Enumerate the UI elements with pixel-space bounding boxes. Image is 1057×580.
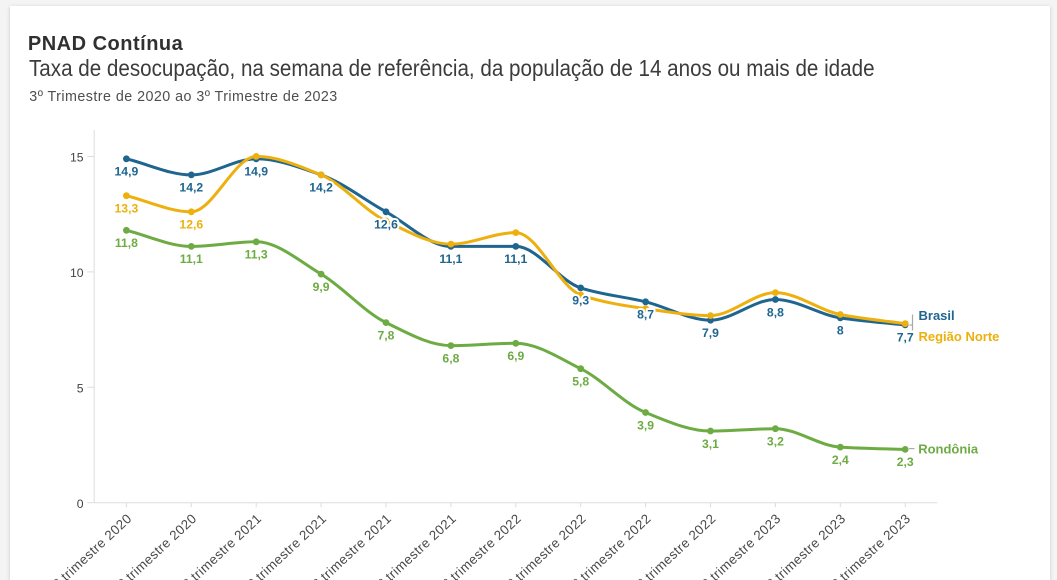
svg-text:Rondônia: Rondônia bbox=[918, 442, 979, 457]
svg-text:14,2: 14,2 bbox=[179, 181, 203, 195]
svg-text:6,8: 6,8 bbox=[442, 351, 459, 365]
svg-text:13,3: 13,3 bbox=[115, 202, 139, 216]
svg-text:6,9: 6,9 bbox=[507, 349, 524, 363]
svg-text:8: 8 bbox=[837, 324, 844, 338]
svg-text:15: 15 bbox=[70, 151, 84, 165]
svg-text:8,7: 8,7 bbox=[637, 308, 654, 322]
svg-text:14,2: 14,2 bbox=[309, 181, 333, 195]
svg-text:12,6: 12,6 bbox=[179, 218, 203, 232]
svg-text:10: 10 bbox=[70, 266, 84, 280]
svg-text:Região Norte: Região Norte bbox=[919, 329, 1000, 344]
svg-text:7,7: 7,7 bbox=[897, 331, 914, 345]
svg-text:12,6: 12,6 bbox=[374, 218, 398, 232]
svg-text:9,9: 9,9 bbox=[313, 280, 330, 294]
svg-text:0: 0 bbox=[77, 497, 84, 511]
svg-text:5,8: 5,8 bbox=[572, 375, 589, 389]
svg-text:11,8: 11,8 bbox=[115, 236, 138, 250]
svg-text:3,2: 3,2 bbox=[767, 435, 784, 449]
svg-text:2,4: 2,4 bbox=[832, 453, 849, 467]
svg-text:Brasil: Brasil bbox=[919, 308, 955, 323]
svg-text:7,9: 7,9 bbox=[702, 326, 719, 340]
svg-text:3,1: 3,1 bbox=[702, 437, 719, 451]
svg-text:11,3: 11,3 bbox=[245, 248, 268, 262]
svg-text:11,1: 11,1 bbox=[439, 252, 462, 266]
svg-text:11,1: 11,1 bbox=[504, 252, 527, 266]
svg-text:3,9: 3,9 bbox=[637, 418, 654, 432]
svg-text:2,3: 2,3 bbox=[897, 455, 914, 469]
svg-text:8,8: 8,8 bbox=[767, 305, 784, 319]
svg-text:9,3: 9,3 bbox=[572, 294, 589, 308]
svg-text:11,1: 11,1 bbox=[180, 252, 203, 266]
svg-text:14,9: 14,9 bbox=[244, 165, 268, 179]
svg-text:7,8: 7,8 bbox=[378, 328, 395, 342]
svg-text:14,9: 14,9 bbox=[115, 165, 139, 179]
svg-text:3º trimestre 2020: 3º trimestre 2020 bbox=[45, 511, 134, 580]
svg-text:5: 5 bbox=[77, 381, 84, 395]
